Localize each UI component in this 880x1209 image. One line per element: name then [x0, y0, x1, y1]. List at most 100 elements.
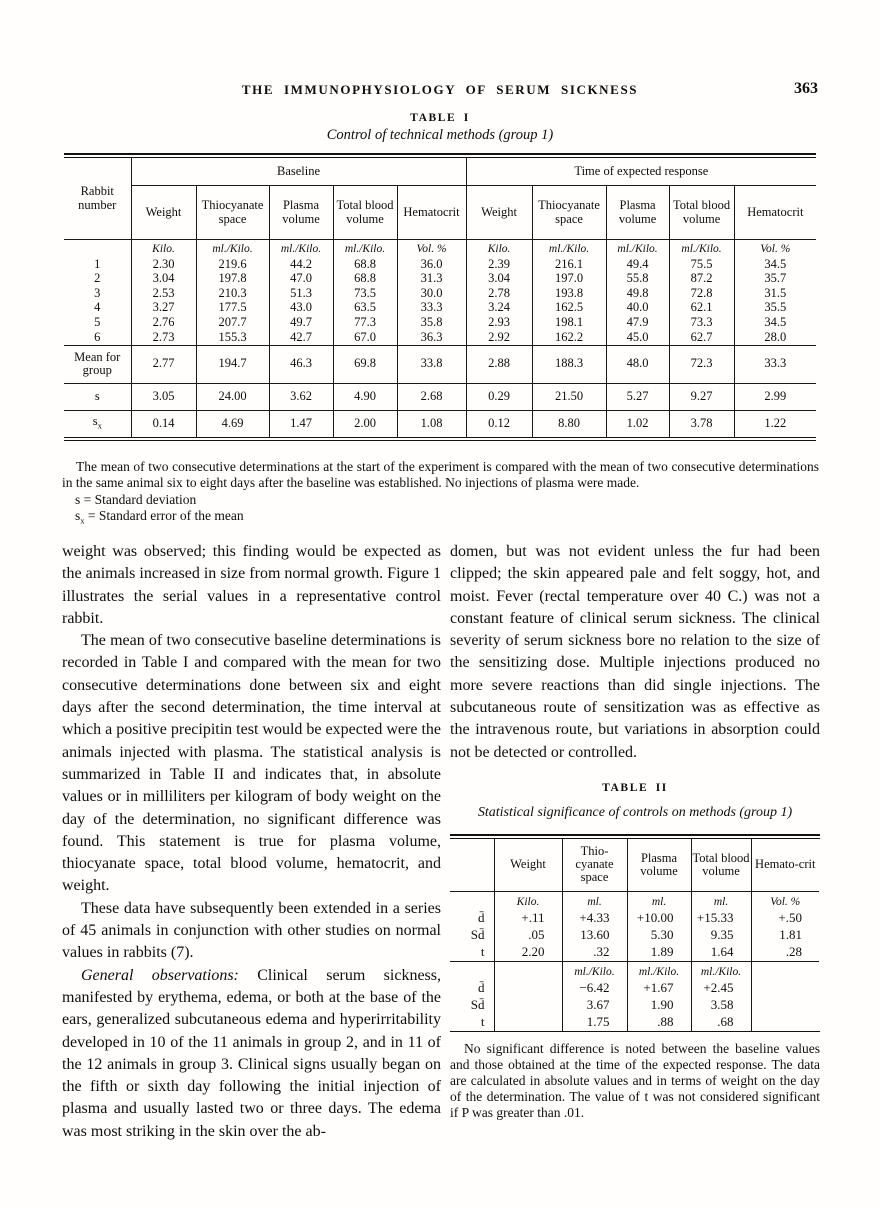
cell: 197.8 [195, 272, 269, 287]
cell: 0.29 [465, 382, 533, 411]
cell: 188.3 [531, 344, 607, 384]
cell [450, 891, 494, 910]
row-label: sx [64, 409, 132, 437]
cell: 47.9 [605, 315, 670, 330]
cell: 51.3 [268, 286, 333, 301]
cell: 49.7 [268, 315, 333, 330]
cell: 8.80 [531, 409, 607, 437]
cell: 3.58 [690, 996, 751, 1014]
col-header: Plasma volume [626, 838, 691, 892]
sx-def-sub: x [80, 515, 85, 526]
cell: 194.7 [195, 344, 269, 384]
cell: 2.20 [493, 943, 562, 962]
cell: 3.04 [130, 272, 196, 287]
table-2-block: TABLE II Statistical significance of con… [450, 777, 820, 1032]
cell: 49.8 [605, 286, 670, 301]
cell: 207.7 [195, 315, 269, 330]
table2-header-row: Weight Thio-cyanate space Plasma volume … [450, 838, 819, 892]
sx-sub: x [97, 420, 102, 431]
page-number: 363 [794, 80, 818, 97]
sx-def-main: s [75, 508, 81, 524]
table1-data-row: 3 2.53 210.3 51.3 73.5 30.0 2.78 193.8 4… [64, 286, 817, 301]
cell: 3.62 [268, 382, 333, 411]
table1-stub-header: Rabbit number [64, 158, 132, 240]
table1-sx-row: sx 0.14 4.69 1.47 2.00 1.08 0.12 8.80 1.… [64, 409, 817, 437]
cell [64, 239, 132, 257]
table1-group-header-row: Rabbit number Baseline Time of expected … [64, 158, 817, 240]
cell: 2.30 [130, 257, 196, 272]
cell: 42.7 [268, 330, 333, 346]
unit-cell: Vol. % [750, 891, 819, 910]
cell: 1.08 [396, 409, 467, 437]
running-head-title: THE IMMUNOPHYSIOLOGY OF SERUM SICKNESS [241, 82, 639, 97]
table2-top-rule [450, 833, 820, 839]
cell: 2.93 [465, 315, 533, 330]
sx-main: s [92, 413, 98, 428]
cell: 177.5 [195, 301, 269, 316]
cell: 2.00 [332, 409, 397, 437]
cell [493, 979, 562, 997]
unit-cell: ml./Kilo. [195, 239, 269, 257]
cell: 193.8 [531, 286, 607, 301]
table2-units-row: ml./Kilo. ml./Kilo. ml./Kilo. [450, 960, 819, 980]
table1-units-row: Kilo. ml./Kilo. ml./Kilo. ml./Kilo. Vol.… [64, 239, 817, 257]
cell: 2.99 [733, 382, 817, 411]
unit-cell: ml./Kilo. [561, 960, 627, 980]
cell: 1.90 [626, 996, 691, 1014]
cell: 31.3 [396, 272, 467, 287]
cell: 49.4 [605, 257, 670, 272]
unit-cell [493, 960, 562, 980]
cell: 216.1 [531, 257, 607, 272]
cell: 155.3 [195, 330, 269, 346]
table2-data-row: d̄ +.11 +4.33 +10.00 +15.33 +.50 [450, 909, 819, 927]
row-label: d̄ [478, 910, 485, 926]
table1-note-sx-definition: sx = Standard error of the mean [75, 508, 819, 529]
col-header: Thiocyanate space [195, 185, 269, 240]
cell: +4.33 [561, 909, 627, 927]
paragraph-text: Clinical serum sickness, manifested by e… [62, 966, 441, 1140]
cell: 43.0 [268, 301, 333, 316]
cell: 77.3 [332, 315, 397, 330]
cell: 24.00 [195, 382, 269, 411]
cell: 3.24 [465, 301, 533, 316]
unit-cell: ml. [626, 891, 691, 910]
cell: 162.2 [531, 330, 607, 346]
cell: 2.88 [465, 344, 533, 384]
cell: 63.5 [332, 301, 397, 316]
unit-cell: Vol. % [733, 239, 817, 257]
table1-column-header-row: Weight Thiocyanate space Plasma volume T… [64, 185, 817, 240]
table-1: Rabbit number Baseline Time of expected … [64, 158, 817, 437]
cell: 31.5 [733, 286, 817, 301]
cell [450, 960, 494, 980]
cell: .28 [750, 943, 819, 962]
table2-units-row: Kilo. ml. ml. ml. Vol. % [450, 891, 819, 910]
col-header: Total blood volume [690, 838, 751, 892]
cell: 0.12 [465, 409, 533, 437]
unit-cell: ml./Kilo. [605, 239, 670, 257]
body-paragraph: The mean of two consecutive baseline det… [62, 632, 441, 895]
section-lead-italic: General observations: [81, 966, 239, 984]
cell: 34.5 [733, 257, 817, 272]
cell: 35.5 [733, 301, 817, 316]
cell: 67.0 [332, 330, 397, 346]
cell: 9.27 [668, 382, 735, 411]
cell: +1.67 [626, 979, 691, 997]
cell: 4.69 [195, 409, 269, 437]
table1-note-s-definition: s = Standard deviation [75, 491, 197, 507]
cell: 2.73 [130, 330, 196, 346]
col-header: Plasma volume [268, 185, 333, 240]
col-header: Total blood volume [668, 185, 735, 240]
col-header: Plasma volume [605, 185, 670, 240]
cell: +10.00 [626, 909, 691, 927]
col-header: Thiocyanate space [531, 185, 607, 240]
body-paragraph: domen, but was not evident unless the fu… [450, 543, 820, 761]
unit-cell: ml./Kilo. [332, 239, 397, 257]
cell: 1.64 [690, 943, 751, 962]
table1-group-response: Time of expected response [465, 158, 817, 186]
cell: 5.30 [626, 926, 691, 944]
table1-label: TABLE I [410, 112, 470, 124]
cell [493, 1013, 562, 1031]
table1-bottom-rule [64, 436, 816, 441]
cell: 69.8 [332, 344, 397, 384]
